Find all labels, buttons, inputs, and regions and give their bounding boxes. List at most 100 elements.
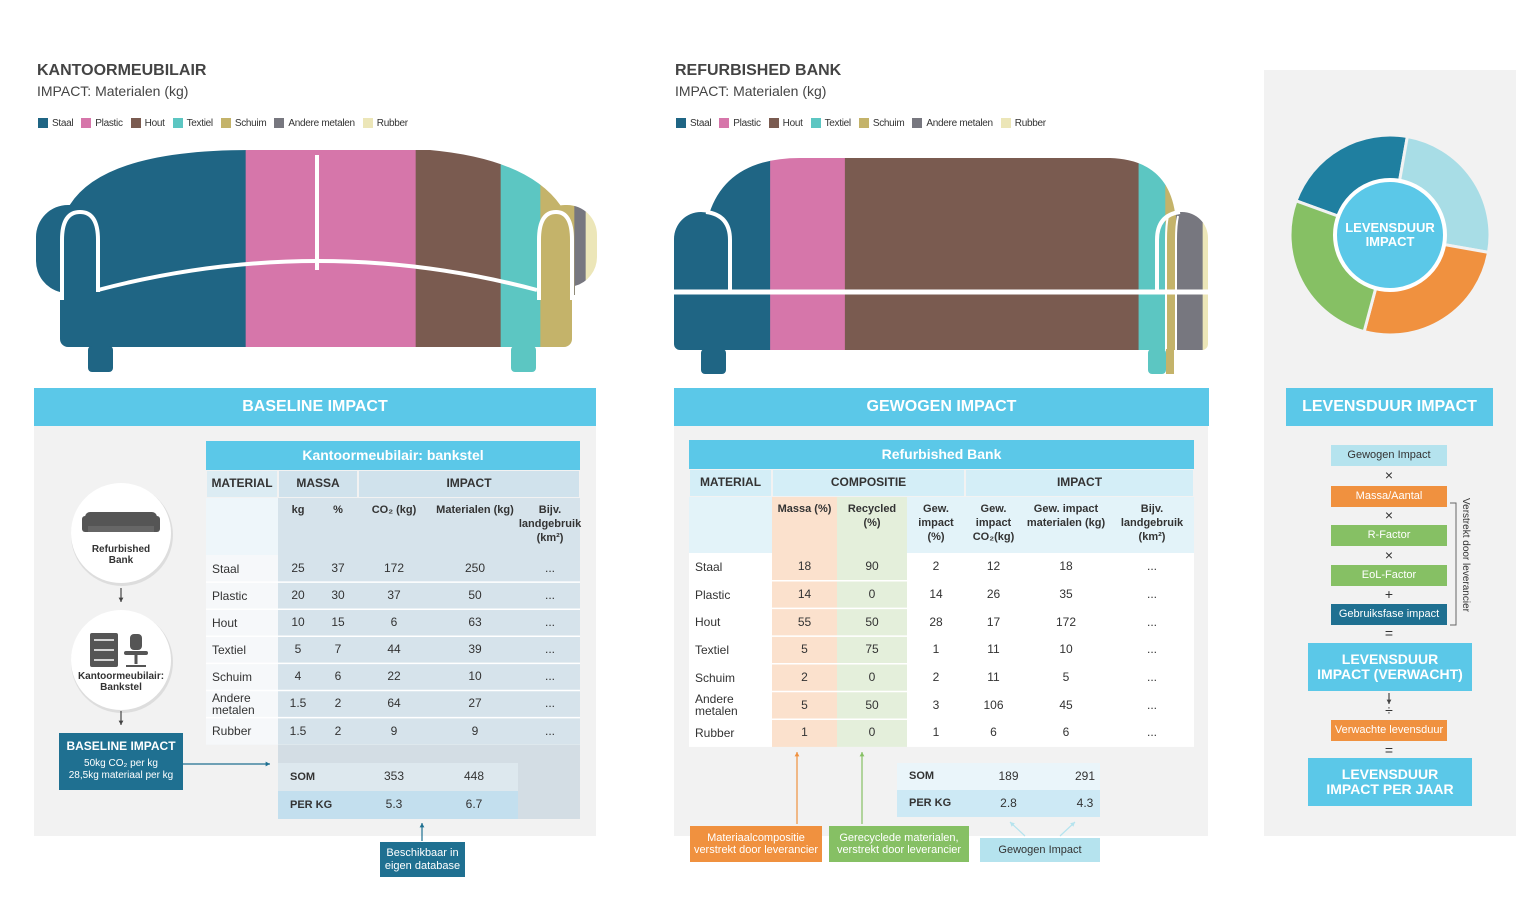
table-cell: 45 bbox=[1059, 697, 1073, 712]
group-header: IMPACT bbox=[966, 470, 1193, 496]
sofa-stripe bbox=[1165, 158, 1177, 350]
row-label: Hout bbox=[212, 615, 238, 630]
legend-swatch bbox=[220, 118, 231, 128]
header-bg bbox=[837, 497, 907, 553]
legend-item: Schuim bbox=[858, 118, 905, 129]
baseline-line: 50kg CO₂ per kg bbox=[84, 757, 158, 769]
arrow-head bbox=[419, 823, 425, 828]
section-subtitle: IMPACT: Materialen (kg) bbox=[37, 83, 189, 100]
section-title: KANTOORMEUBILAIR bbox=[37, 62, 207, 80]
table-cell: 5 bbox=[294, 642, 302, 657]
total-label: SOM bbox=[290, 770, 316, 783]
table-cell: 172 bbox=[383, 560, 405, 575]
total-value: 448 bbox=[463, 769, 485, 784]
table-cell: ... bbox=[1146, 670, 1157, 685]
table-cell: ... bbox=[544, 696, 555, 711]
row-label: Staal bbox=[212, 561, 240, 576]
table-cell: 0 bbox=[868, 670, 876, 685]
sofa-stripe bbox=[1175, 158, 1204, 350]
legend-swatch bbox=[38, 118, 48, 128]
table-cell: 2 bbox=[932, 670, 940, 685]
column-header: Gew. impact CO₂(kg) bbox=[972, 503, 1015, 543]
table-cell: 35 bbox=[1059, 586, 1073, 601]
table-title: Kantoormeubilair: bankstel bbox=[206, 441, 580, 470]
callout: Beschikbaar in eigen database bbox=[380, 842, 465, 877]
header-bg bbox=[1022, 497, 1110, 553]
row-label: Rubber bbox=[695, 726, 735, 741]
baseline-line: 28,5kg materiaal per kg bbox=[68, 769, 174, 781]
chair-icon bbox=[130, 634, 142, 650]
operator: × bbox=[1384, 467, 1394, 484]
table-cell: 12 bbox=[986, 559, 1001, 574]
column-bg bbox=[278, 555, 318, 745]
flow-step: Gewogen Impact bbox=[1331, 445, 1447, 466]
table-cell: 2 bbox=[932, 559, 940, 574]
table-cell: 11 bbox=[987, 642, 1000, 657]
cycle-label: LEVENSDUUR IMPACT bbox=[1345, 219, 1435, 249]
table-cell: 27 bbox=[468, 696, 482, 711]
operator: × bbox=[1384, 507, 1394, 524]
legend-swatch bbox=[130, 118, 141, 128]
sofa-foot bbox=[88, 346, 113, 372]
table-cell: 30 bbox=[331, 588, 345, 603]
table-cell: 2 bbox=[334, 696, 342, 711]
table-cell: 15 bbox=[331, 615, 345, 630]
callout: Materiaalcompositie verstrekt door lever… bbox=[690, 826, 822, 862]
flow-step: LEVENSDUUR IMPACT PER JAAR bbox=[1308, 758, 1472, 806]
legend-label: Staal bbox=[52, 117, 74, 129]
table-cell: 44 bbox=[387, 642, 401, 657]
legend-item: Staal bbox=[676, 117, 712, 129]
total-label: PER KG bbox=[909, 797, 952, 810]
sofa-foot bbox=[1166, 349, 1174, 374]
column-bg bbox=[772, 553, 837, 747]
legend-label: Staal bbox=[690, 117, 712, 129]
table-cell: 90 bbox=[865, 559, 879, 574]
arrow-head bbox=[794, 752, 800, 757]
legend-swatch bbox=[362, 118, 373, 128]
column-header: Gew. impact materialen (kg) bbox=[1026, 503, 1106, 529]
table-cell: 6 bbox=[334, 669, 342, 684]
total-value: 5.3 bbox=[385, 797, 403, 812]
table-cell: ... bbox=[544, 615, 555, 630]
group-header: MATERIAL bbox=[690, 470, 771, 496]
column-header: CO₂ (kg) bbox=[371, 504, 417, 516]
arrow-head bbox=[1010, 822, 1015, 827]
column-bg bbox=[907, 553, 965, 747]
column-header: Massa (%) bbox=[777, 503, 832, 515]
group-header: MATERIAL bbox=[207, 471, 277, 497]
row-label: Plastic bbox=[212, 588, 248, 603]
table-cell: 28 bbox=[929, 614, 943, 629]
total-row-bg bbox=[278, 791, 518, 819]
table-cell: 20 bbox=[291, 588, 305, 603]
column-header: Gew. impact (%) bbox=[918, 503, 954, 543]
column-header: Bijv. landgebruik (km²) bbox=[1120, 503, 1184, 543]
table-cell: 4 bbox=[294, 669, 302, 684]
sofa-stripe bbox=[540, 150, 575, 347]
table-cell: 7 bbox=[334, 642, 342, 657]
arrow-head bbox=[118, 720, 124, 725]
total-row-bg bbox=[897, 763, 1100, 790]
legend-label: Schuim bbox=[234, 117, 267, 129]
total-value: 189 bbox=[998, 768, 1019, 783]
table-cell: 55 bbox=[797, 614, 812, 629]
table-cell: ... bbox=[1146, 725, 1157, 740]
column-bg bbox=[318, 555, 358, 745]
banner: BASELINE IMPACT bbox=[34, 388, 596, 426]
sofa-stripe bbox=[245, 150, 417, 347]
sofa-outline bbox=[1155, 210, 1181, 292]
table-cell: 6 bbox=[990, 725, 997, 740]
column-bg bbox=[520, 555, 580, 745]
table-cell: 63 bbox=[468, 615, 482, 630]
table-cell: 250 bbox=[464, 560, 486, 575]
flow-step: Verwachte levensduur bbox=[1331, 720, 1447, 741]
total-value: 2.8 bbox=[1000, 795, 1017, 810]
table-cell: 3 bbox=[932, 697, 940, 712]
table-cell: 2 bbox=[334, 723, 342, 738]
table-cell: 2 bbox=[801, 670, 808, 685]
total-label: SOM bbox=[909, 770, 935, 783]
table-cell: 75 bbox=[865, 642, 879, 657]
sofa-foot bbox=[701, 349, 726, 374]
legend-swatch bbox=[768, 118, 779, 128]
total-value: 353 bbox=[383, 769, 405, 784]
sofa-stripe bbox=[770, 158, 846, 350]
